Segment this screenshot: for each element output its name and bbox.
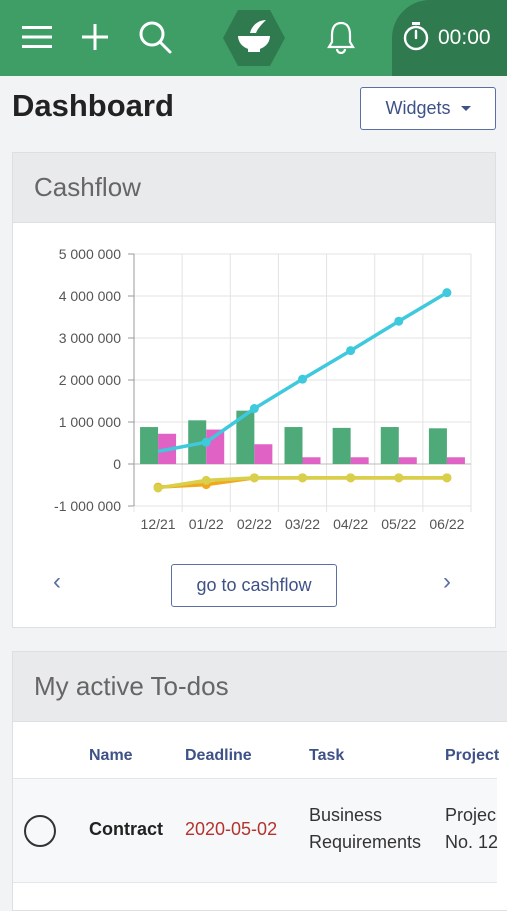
y-tick-label: 2 000 000	[59, 372, 121, 388]
x-tick-label: 06/22	[429, 516, 464, 532]
column-header-name[interactable]: Name	[89, 747, 133, 764]
bar	[332, 427, 351, 464]
todo-name: Contract	[89, 819, 164, 839]
todos-title: My active To-dos	[34, 671, 229, 701]
add-icon[interactable]	[76, 18, 114, 56]
notifications-bell-icon[interactable]	[322, 18, 360, 56]
app-logo-icon[interactable]	[222, 6, 286, 70]
x-tick-label: 04/22	[333, 516, 368, 532]
todo-task-line2: Requirements	[309, 832, 422, 852]
y-tick-label: 3 000 000	[59, 330, 121, 346]
data-point	[394, 316, 404, 326]
bar	[398, 457, 417, 464]
x-tick-label: 02/22	[237, 516, 272, 532]
chart-prev-arrow[interactable]: ‹	[53, 568, 61, 595]
caret-down-icon	[460, 106, 471, 111]
timer-readout: 00:00	[438, 26, 491, 49]
stopwatch-icon	[402, 21, 430, 56]
x-tick-label: 01/22	[189, 516, 224, 532]
data-point	[153, 483, 163, 493]
data-point	[346, 346, 356, 356]
go-to-cashflow-button[interactable]: go to cashflow	[171, 564, 337, 607]
header-divider	[13, 778, 497, 779]
y-tick-label: -1 000 000	[54, 498, 121, 514]
top-app-bar: 00:00	[0, 0, 507, 76]
column-header-deadline[interactable]: Deadline	[185, 747, 252, 764]
bar	[302, 457, 321, 464]
data-point	[298, 374, 307, 384]
todo-project-line2: No. 12	[445, 832, 499, 852]
y-tick-label: 4 000 000	[59, 288, 121, 304]
data-point	[201, 475, 211, 485]
widgets-label: Widgets	[385, 98, 451, 118]
page-title: Dashboard	[12, 88, 174, 123]
y-tick-label: 1 000 000	[59, 414, 121, 430]
data-point	[346, 473, 356, 483]
widgets-dropdown-button[interactable]: Widgets	[360, 87, 496, 130]
y-tick-label: 0	[113, 456, 121, 472]
cashflow-title: Cashflow	[34, 172, 141, 202]
x-tick-label: 12/21	[141, 516, 176, 532]
data-point	[442, 473, 452, 483]
todo-row[interactable]: Contract 2020-05-02 Business Requirement…	[13, 779, 499, 883]
bar	[284, 427, 303, 464]
todo-task-line1: Business	[309, 805, 383, 825]
todos-card: My active To-dos Name Deadline Task Proj…	[12, 651, 507, 911]
column-header-task[interactable]: Task	[309, 747, 345, 764]
menu-icon[interactable]	[18, 18, 56, 56]
data-point	[249, 473, 259, 483]
data-point	[298, 473, 307, 483]
bar	[380, 427, 399, 464]
bar	[140, 427, 159, 464]
todos-card-header: My active To-dos	[13, 652, 507, 722]
bar	[236, 410, 255, 464]
y-tick-label: 5 000 000	[59, 246, 121, 262]
column-header-project[interactable]: Project	[445, 747, 500, 764]
data-point	[201, 437, 211, 447]
bar	[350, 457, 369, 464]
data-point	[442, 288, 452, 298]
x-tick-label: 05/22	[381, 516, 416, 532]
cashflow-card: Cashflow 5 000 000 4 000 000 3 000 000 2 00…	[12, 152, 496, 628]
todo-project-line1: Projec	[445, 805, 497, 825]
cashflow-chart: 5 000 000 4 000 000 3 000 000 2 000 000 1 00…	[54, 246, 472, 532]
todo-deadline: 2020-05-02	[185, 819, 278, 839]
complete-todo-radio[interactable]	[24, 815, 56, 847]
data-point	[394, 473, 404, 483]
bar	[446, 457, 465, 464]
bar	[428, 428, 447, 464]
time-tracker-button[interactable]: 00:00	[392, 0, 507, 76]
chart-next-arrow[interactable]: ›	[443, 568, 451, 595]
x-tick-label: 03/22	[285, 516, 320, 532]
bar	[254, 444, 273, 464]
search-icon[interactable]	[136, 18, 174, 56]
data-point	[249, 404, 259, 414]
cashflow-card-header: Cashflow	[13, 153, 495, 223]
